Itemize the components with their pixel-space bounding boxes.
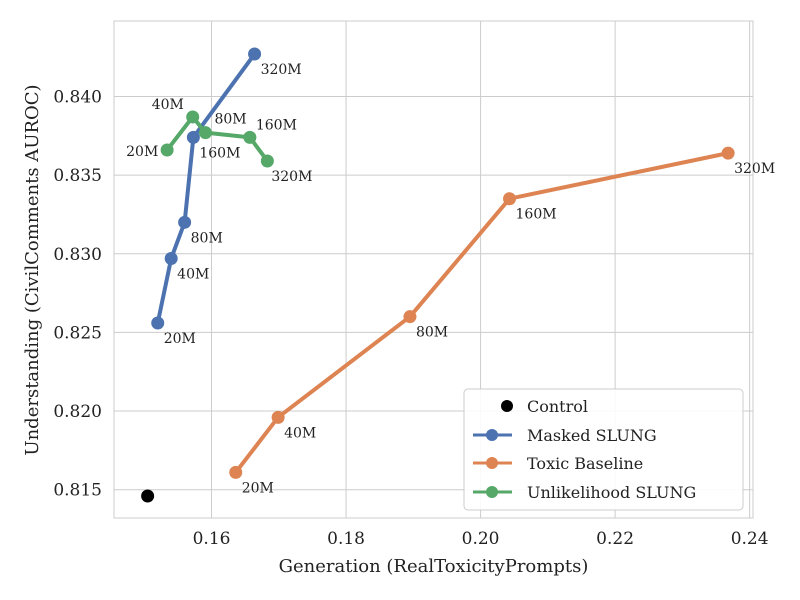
x-tick-label: 0.18	[327, 529, 365, 549]
toxic-baseline-point	[229, 465, 243, 479]
y-tick-label: 0.820	[53, 402, 102, 422]
masked-slung-point-label: 160M	[199, 145, 240, 161]
legend-unlikelihood-label: Unlikelihood SLUNG	[527, 483, 696, 502]
masked-slung-point	[248, 47, 262, 61]
x-tick-label: 0.16	[193, 529, 231, 549]
legend-masked-label: Masked SLUNG	[527, 426, 657, 445]
legend-unlikelihood-marker	[486, 486, 498, 498]
control-point	[141, 489, 155, 503]
unlikelihood-slung-point	[198, 126, 212, 140]
masked-slung-point	[164, 251, 178, 265]
masked-slung-point	[186, 130, 200, 144]
unlikelihood-slung-point-label: 40M	[152, 97, 184, 113]
toxic-baseline-point	[721, 146, 735, 160]
x-tick-label: 0.22	[596, 529, 634, 549]
toxic-baseline-point	[271, 410, 285, 424]
unlikelihood-slung-point-label: 20M	[126, 144, 158, 160]
unlikelihood-slung-series	[160, 110, 274, 168]
legend: Control Masked SLUNG Toxic Baseline Unli…	[463, 388, 744, 511]
y-axis-label: Understanding (CivilComments AUROC)	[22, 84, 43, 455]
toxic-baseline-point-label: 80M	[416, 325, 448, 341]
y-tick-label: 0.835	[53, 166, 102, 186]
legend-box	[463, 388, 744, 511]
point-labels-layer: 20M 40M 80M 160M 320M 20M 40M 80M 160M 320M 20M 40M…	[126, 62, 775, 496]
toxic-baseline-series	[229, 146, 735, 479]
legend-toxic-marker	[486, 457, 498, 469]
masked-slung-point-label: 320M	[261, 62, 302, 78]
unlikelihood-slung-point	[186, 110, 200, 124]
masked-slung-point-label: 40M	[177, 266, 209, 282]
legend-toxic-label: Toxic Baseline	[527, 454, 643, 473]
unlikelihood-slung-point-label: 320M	[271, 169, 312, 185]
unlikelihood-slung-point	[243, 130, 257, 144]
legend-control-marker	[501, 400, 513, 412]
toxic-baseline-point-label: 20M	[242, 480, 274, 496]
unlikelihood-slung-point-label: 80M	[214, 112, 246, 128]
y-tick-label: 0.840	[53, 87, 102, 107]
x-tick-label: 0.24	[731, 529, 769, 549]
x-axis-ticks: 0.16 0.18 0.20 0.22 0.24	[193, 529, 769, 549]
y-tick-label: 0.830	[53, 245, 102, 265]
masked-slung-point	[151, 316, 165, 330]
series-layer	[141, 47, 735, 503]
masked-slung-point	[178, 215, 192, 229]
unlikelihood-slung-point-label: 160M	[256, 117, 297, 133]
toxic-baseline-point-label: 320M	[734, 161, 775, 177]
x-tick-label: 0.20	[462, 529, 500, 549]
legend-control-label: Control	[527, 397, 588, 416]
toxic-baseline-point-label: 160M	[516, 207, 557, 223]
y-tick-label: 0.815	[53, 481, 102, 501]
x-axis-label: Generation (RealToxicityPrompts)	[279, 556, 589, 577]
masked-slung-series	[151, 47, 262, 330]
legend-masked-marker	[486, 429, 498, 441]
unlikelihood-slung-point	[160, 143, 174, 157]
y-tick-label: 0.825	[53, 323, 102, 343]
toxic-baseline-point-label: 40M	[284, 425, 316, 441]
toxic-baseline-point	[503, 192, 517, 206]
masked-slung-point-label: 80M	[191, 230, 223, 246]
y-axis-ticks: 0.815 0.820 0.825 0.830 0.835 0.840	[53, 87, 102, 500]
masked-slung-point-label: 20M	[164, 331, 196, 347]
toxic-baseline-point	[403, 310, 417, 324]
unlikelihood-slung-point	[260, 154, 274, 168]
